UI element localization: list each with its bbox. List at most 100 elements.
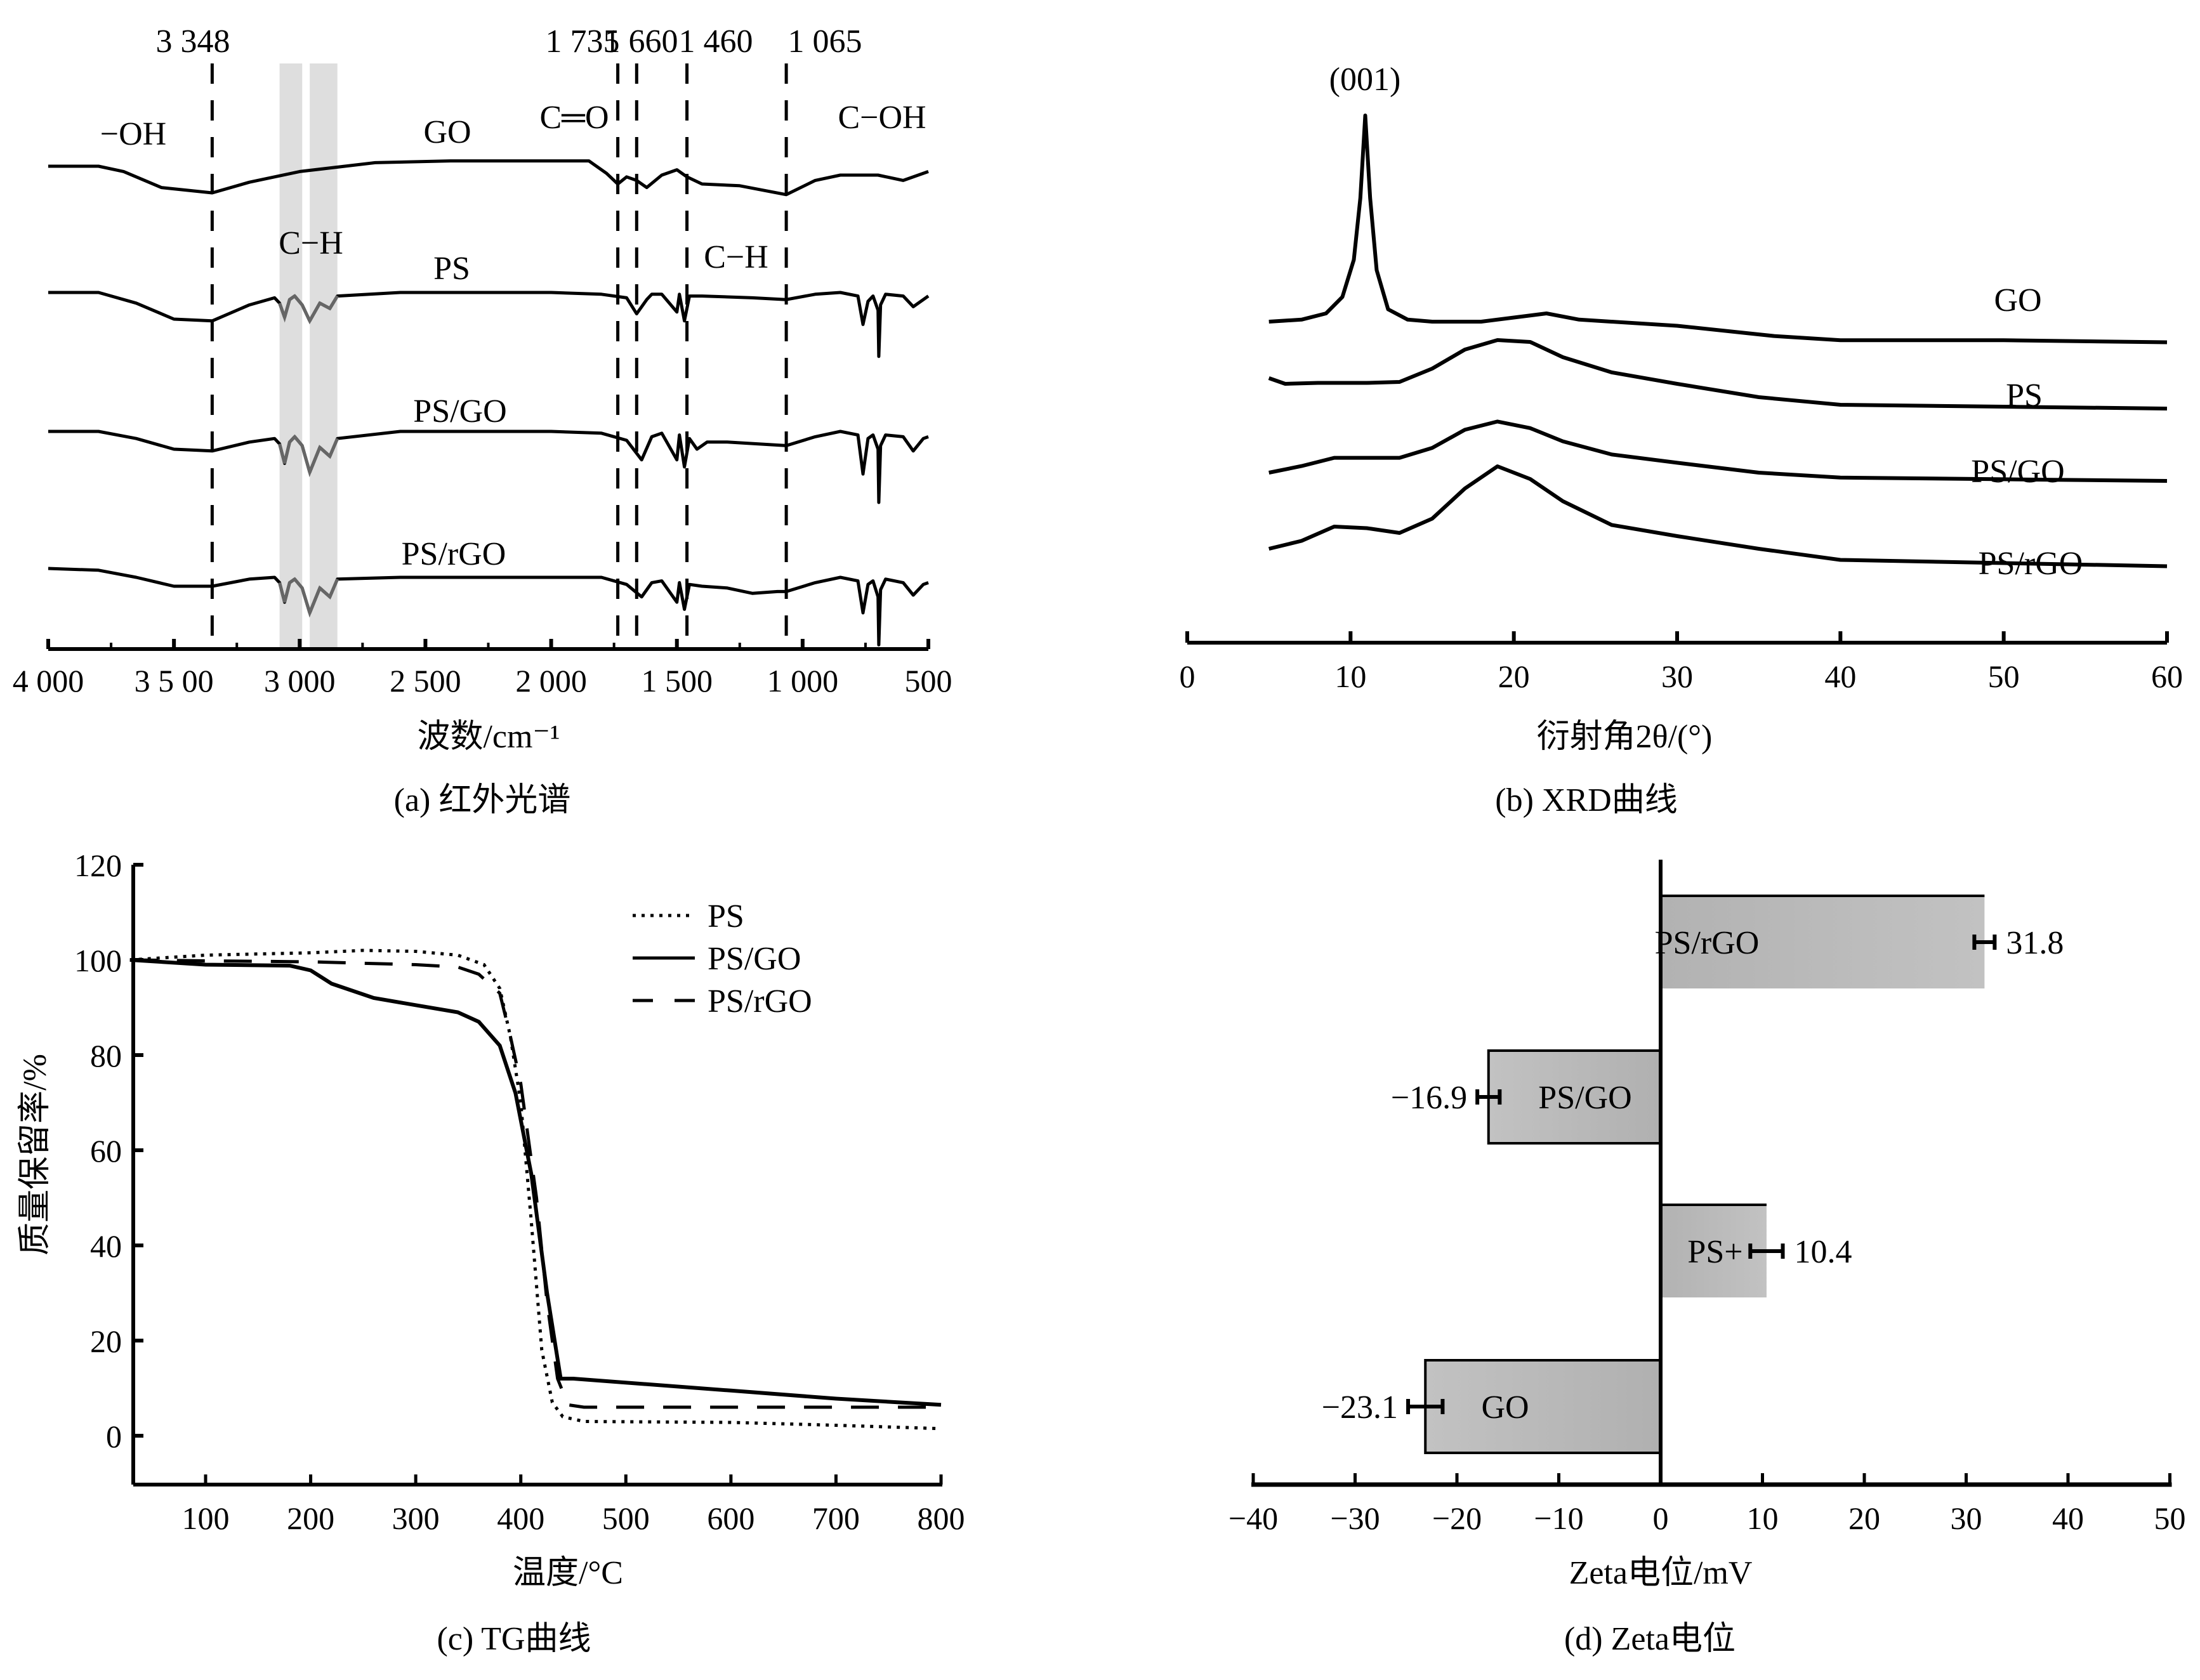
panel-d-caption: (d) Zeta电位 [1564, 1621, 1736, 1657]
shaded-band-0 [279, 63, 303, 649]
legend-label-0: PS [708, 898, 744, 935]
panel-c-ylabel: 质量保留率/% [17, 1054, 53, 1256]
x-tick-label-6: 60 [2151, 659, 2183, 694]
ir-series-2 [48, 430, 929, 504]
x-tick-label-3: 30 [1661, 659, 1693, 694]
panel-b-xrd: GO PS PS/GO PS/rGO (001) 0 10 20 30 40 50 60 [1180, 62, 2184, 694]
panel-d-zeta: PS/rGO 31.8 PS/GO −16.9 PS+ 10.4 GO −23.1 −40 −30… [1228, 860, 2186, 1536]
xrd-series-3 [1268, 464, 2168, 568]
x-tick-label-0: 0 [1180, 659, 1196, 694]
xrd-series-label-0: GO [1994, 282, 2041, 318]
panel-c-tg: 0 20 40 60 80 100 120 100 200 300 400 500 600 700 800 P… [74, 848, 965, 1536]
ir-series-band-overlay-3 [278, 577, 339, 618]
reference-label-2: 1 660 [604, 23, 678, 60]
panel-a-xlabel: 波数/cm⁻¹ [417, 719, 560, 755]
panel-c-xlabel: 温度/°C [513, 1555, 623, 1591]
x-tick-label-8: 40 [2052, 1500, 2084, 1536]
tg-series-1 [129, 958, 942, 1407]
zeta-bar-1 [1487, 1049, 1662, 1145]
x-tick-label-1: 3 5 00 [135, 663, 214, 699]
panel-a-caption: (a) 红外光谱 [394, 782, 571, 818]
ir-series-1 [48, 291, 930, 358]
ir-series-band-overlay-1 [278, 294, 339, 325]
tg-series-2 [129, 958, 941, 1409]
x-tick-label-7: 30 [1951, 1500, 1982, 1536]
bar-category-label-0: PS/rGO [1655, 925, 1760, 961]
ir-series-label-3: PS/rGO [402, 536, 506, 572]
x-tick-label-1: −30 [1330, 1500, 1380, 1536]
x-tick-label-0: 4 000 [13, 663, 84, 699]
legend-label-1: PS/GO [708, 941, 801, 977]
ir-series-0 [48, 159, 929, 197]
reference-label-3: 1 460 [679, 23, 753, 60]
bar-value-label-0: 31.8 [2006, 925, 2064, 961]
panel-b-xlabel: 衍射角2θ/(°) [1537, 719, 1713, 755]
x-tick-label-7: 800 [918, 1500, 965, 1536]
xrd-series-2 [1268, 419, 2168, 483]
x-tick-label-2: 3 000 [264, 663, 336, 699]
x-tick-label-0: −40 [1228, 1500, 1278, 1536]
x-tick-label-3: 400 [497, 1500, 544, 1536]
panel-b-caption: (b) XRD曲线 [1495, 782, 1677, 818]
x-tick-label-4: 500 [602, 1500, 650, 1536]
y-tick-label-4: 80 [90, 1038, 122, 1073]
panel-d-xlabel: Zeta电位/mV [1569, 1555, 1753, 1591]
bar-category-label-1: PS/GO [1538, 1080, 1631, 1116]
reference-label-1: 1 735 [546, 23, 620, 60]
y-tick-label-1: 20 [90, 1323, 122, 1359]
xrd-series-label-2: PS/GO [1971, 454, 2064, 490]
bar-category-label-3: GO [1481, 1389, 1529, 1426]
x-tick-label-3: 2 500 [390, 663, 461, 699]
panel-c-caption: (c) TG曲线 [437, 1621, 591, 1657]
xrd-series-label-1: PS [2006, 377, 2043, 414]
x-tick-label-3: −10 [1534, 1500, 1583, 1536]
xrd-series-0 [1268, 114, 2168, 345]
x-tick-label-4: 2 000 [515, 663, 587, 699]
x-tick-label-2: −20 [1432, 1500, 1482, 1536]
x-tick-label-5: 1 500 [641, 663, 713, 699]
y-tick-label-0: 0 [106, 1419, 122, 1454]
x-tick-label-5: 600 [707, 1500, 754, 1536]
xrd-series-1 [1268, 338, 2168, 410]
x-tick-label-4: 40 [1824, 659, 1856, 694]
x-tick-label-7: 500 [905, 663, 952, 699]
bar-category-label-2: PS+ [1687, 1234, 1742, 1270]
xrd-series-label-3: PS/rGO [1979, 546, 2083, 582]
x-tick-label-1: 200 [287, 1500, 334, 1536]
x-tick-label-9: 50 [2154, 1500, 2186, 1536]
y-tick-label-3: 60 [90, 1133, 122, 1169]
shaded-band-1 [310, 63, 338, 649]
x-tick-label-5: 10 [1747, 1500, 1779, 1536]
bar-value-label-3: −23.1 [1322, 1389, 1398, 1426]
group-annotation-2: C−OH [838, 100, 926, 136]
x-tick-label-6: 700 [812, 1500, 860, 1536]
ir-series-label-2: PS/GO [413, 393, 506, 430]
legend-label-2: PS/rGO [708, 983, 812, 1020]
y-tick-label-6: 120 [74, 848, 122, 883]
bar-value-label-1: −16.9 [1391, 1080, 1467, 1116]
ir-series-3 [48, 567, 929, 646]
tg-series-0 [129, 948, 942, 1431]
y-tick-label-2: 40 [90, 1228, 122, 1264]
group-annotation-0: −OH [100, 116, 166, 152]
x-tick-label-1: 10 [1334, 659, 1366, 694]
x-tick-label-6: 1 000 [767, 663, 839, 699]
x-tick-label-6: 20 [1848, 1500, 1880, 1536]
x-tick-label-5: 50 [1988, 659, 2020, 694]
x-tick-label-2: 20 [1498, 659, 1530, 694]
group-annotation-1: C═O [539, 100, 609, 136]
x-tick-label-0: 100 [182, 1500, 230, 1536]
y-tick-label-5: 100 [74, 943, 122, 978]
x-tick-label-2: 300 [392, 1500, 440, 1536]
ir-series-label-0: GO [423, 114, 471, 150]
group-annotation-3: C−H [279, 225, 343, 261]
zeta-bar-0 [1661, 896, 1985, 988]
ir-series-label-1: PS [433, 251, 470, 287]
peak-annotation: (001) [1329, 62, 1401, 98]
reference-label-4: 1 065 [788, 23, 862, 60]
zeta-bar-3 [1424, 1359, 1663, 1454]
bar-value-label-2: 10.4 [1795, 1234, 1852, 1270]
group-annotation-4: C−H [704, 239, 768, 275]
